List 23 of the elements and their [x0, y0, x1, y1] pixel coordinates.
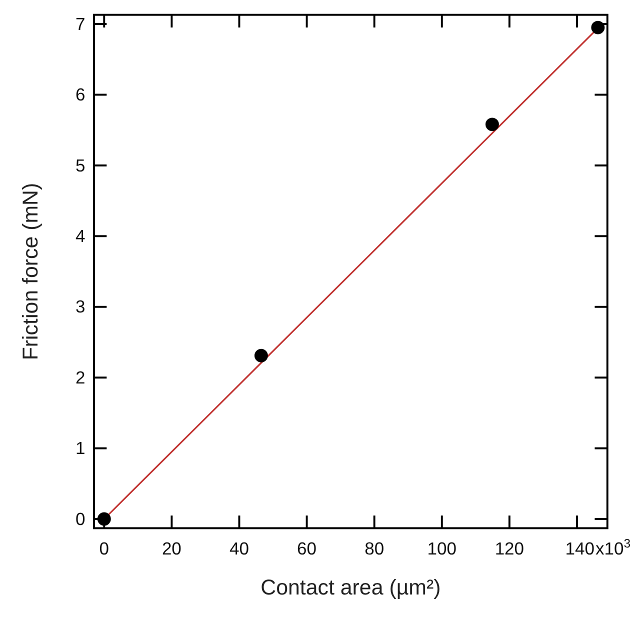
point [97, 512, 111, 526]
x-tick-label: 140 [565, 538, 595, 558]
y-tick-label: 4 [75, 226, 86, 246]
y-tick-label: 3 [75, 296, 86, 317]
x-tick-label: 80 [364, 538, 384, 558]
x-tick-label: 20 [162, 538, 182, 558]
y-tick-label: 5 [75, 155, 86, 176]
point [254, 348, 268, 362]
x-tick-label: 60 [297, 538, 317, 558]
x-tick-label: 100 [427, 538, 457, 558]
y-tick-label: 6 [75, 84, 86, 105]
x-tick-label: 40 [230, 538, 250, 558]
point [485, 118, 499, 132]
point [591, 20, 605, 34]
x-tick-label: 120 [494, 538, 524, 558]
x-tick-label: 0 [99, 538, 110, 558]
y-tick-label: 2 [75, 367, 86, 388]
x-axis-title: Contact area (µm²) [260, 575, 441, 600]
y-axis-title: Friction force (mN) [18, 182, 43, 360]
y-tick-label: 1 [75, 438, 86, 458]
text: x10$^{3}$ [596, 536, 631, 558]
y-tick-label: 0 [75, 508, 86, 529]
y-tick-label: 7 [75, 14, 86, 34]
